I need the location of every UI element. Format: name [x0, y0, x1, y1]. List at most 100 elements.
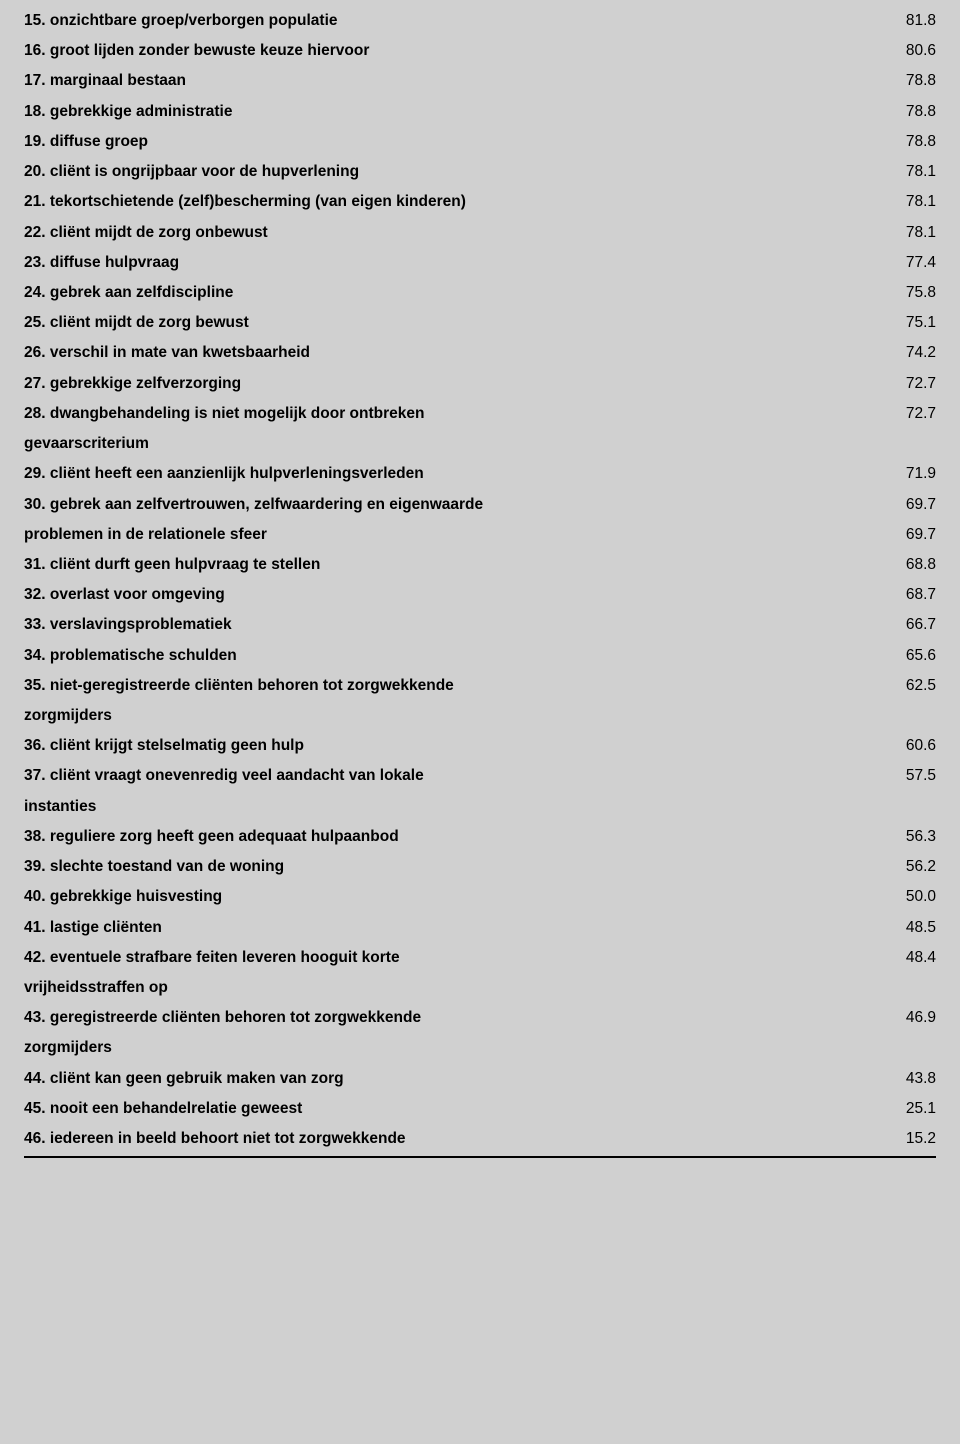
- row-value: 81.8: [853, 6, 936, 36]
- row-value: 78.1: [853, 157, 936, 187]
- row-label: 19. diffuse groep: [24, 127, 853, 157]
- table-row: 16. groot lijden zonder bewuste keuze hi…: [24, 36, 936, 66]
- row-label: 40. gebrekkige huisvesting: [24, 882, 853, 912]
- row-value: 56.2: [853, 852, 936, 882]
- table-bottom-rule: [24, 1156, 936, 1158]
- table-row: 33. verslavingsproblematiek66.7: [24, 610, 936, 640]
- table-row: 38. reguliere zorg heeft geen adequaat h…: [24, 822, 936, 852]
- row-label: 42. eventuele strafbare feiten leveren h…: [24, 943, 853, 973]
- row-value: 60.6: [853, 731, 936, 761]
- table-row: 22. cliënt mijdt de zorg onbewust78.1: [24, 218, 936, 248]
- row-label: 34. problematische schulden: [24, 641, 853, 671]
- row-value: [853, 792, 936, 822]
- row-value: 78.1: [853, 218, 936, 248]
- row-label: 29. cliënt heeft een aanzienlijk hulpver…: [24, 459, 853, 489]
- row-label: zorgmijders: [24, 1033, 853, 1063]
- row-label: gevaarscriterium: [24, 429, 853, 459]
- table-row: 19. diffuse groep78.8: [24, 127, 936, 157]
- table-row: 34. problematische schulden65.6: [24, 641, 936, 671]
- row-label: instanties: [24, 792, 853, 822]
- row-value: 65.6: [853, 641, 936, 671]
- table-row: 21. tekortschietende (zelf)bescherming (…: [24, 187, 936, 217]
- row-label: 37. cliënt vraagt onevenredig veel aanda…: [24, 761, 853, 791]
- row-label: 44. cliënt kan geen gebruik maken van zo…: [24, 1064, 853, 1094]
- row-value: 48.5: [853, 913, 936, 943]
- row-value: 48.4: [853, 943, 936, 973]
- row-value: 56.3: [853, 822, 936, 852]
- row-label: 33. verslavingsproblematiek: [24, 610, 853, 640]
- table-row: 39. slechte toestand van de woning56.2: [24, 852, 936, 882]
- row-value: [853, 429, 936, 459]
- table-row: 23. diffuse hulpvraag77.4: [24, 248, 936, 278]
- table-row: 36. cliënt krijgt stelselmatig geen hulp…: [24, 731, 936, 761]
- table-row: 44. cliënt kan geen gebruik maken van zo…: [24, 1064, 936, 1094]
- row-label: 25. cliënt mijdt de zorg bewust: [24, 308, 853, 338]
- table-row: 20. cliënt is ongrijpbaar voor de hupver…: [24, 157, 936, 187]
- row-label: 35. niet-geregistreerde cliënten behoren…: [24, 671, 853, 701]
- row-value: 71.9: [853, 459, 936, 489]
- row-value: 43.8: [853, 1064, 936, 1094]
- table-row: vrijheidsstraffen op: [24, 973, 936, 1003]
- table-row: 28. dwangbehandeling is niet mogelijk do…: [24, 399, 936, 429]
- row-value: 69.7: [853, 520, 936, 550]
- row-label: 41. lastige cliënten: [24, 913, 853, 943]
- row-value: 75.8: [853, 278, 936, 308]
- table-row: 46. iedereen in beeld behoort niet tot z…: [24, 1124, 936, 1154]
- row-label: 26. verschil in mate van kwetsbaarheid: [24, 338, 853, 368]
- row-value: 66.7: [853, 610, 936, 640]
- row-value: 74.2: [853, 338, 936, 368]
- table-row: 30. gebrek aan zelfvertrouwen, zelfwaard…: [24, 490, 936, 520]
- table-row: 35. niet-geregistreerde cliënten behoren…: [24, 671, 936, 701]
- table-row: 43. geregistreerde cliënten behoren tot …: [24, 1003, 936, 1033]
- table-row: problemen in de relationele sfeer69.7: [24, 520, 936, 550]
- row-label: 43. geregistreerde cliënten behoren tot …: [24, 1003, 853, 1033]
- row-value: [853, 1033, 936, 1063]
- row-value: 68.7: [853, 580, 936, 610]
- row-label: 38. reguliere zorg heeft geen adequaat h…: [24, 822, 853, 852]
- row-label: zorgmijders: [24, 701, 853, 731]
- table-row: 32. overlast voor omgeving68.7: [24, 580, 936, 610]
- row-label: 15. onzichtbare groep/verborgen populati…: [24, 6, 853, 36]
- row-value: 72.7: [853, 369, 936, 399]
- row-value: 80.6: [853, 36, 936, 66]
- row-value: 78.1: [853, 187, 936, 217]
- table-row: gevaarscriterium: [24, 429, 936, 459]
- table-row: 37. cliënt vraagt onevenredig veel aanda…: [24, 761, 936, 791]
- table-row: 31. cliënt durft geen hulpvraag te stell…: [24, 550, 936, 580]
- row-value: 78.8: [853, 97, 936, 127]
- table-container: 15. onzichtbare groep/verborgen populati…: [0, 0, 960, 1164]
- row-value: 15.2: [853, 1124, 936, 1154]
- row-label: problemen in de relationele sfeer: [24, 520, 853, 550]
- table-row: 25. cliënt mijdt de zorg bewust75.1: [24, 308, 936, 338]
- table-row: 27. gebrekkige zelfverzorging72.7: [24, 369, 936, 399]
- table-row: 45. nooit een behandelrelatie geweest25.…: [24, 1094, 936, 1124]
- row-label: 30. gebrek aan zelfvertrouwen, zelfwaard…: [24, 490, 853, 520]
- row-label: 16. groot lijden zonder bewuste keuze hi…: [24, 36, 853, 66]
- table-row: 17. marginaal bestaan78.8: [24, 66, 936, 96]
- row-label: 27. gebrekkige zelfverzorging: [24, 369, 853, 399]
- row-value: 57.5: [853, 761, 936, 791]
- row-value: [853, 701, 936, 731]
- row-label: 45. nooit een behandelrelatie geweest: [24, 1094, 853, 1124]
- row-value: [853, 973, 936, 1003]
- row-value: 72.7: [853, 399, 936, 429]
- row-value: 25.1: [853, 1094, 936, 1124]
- row-label: 23. diffuse hulpvraag: [24, 248, 853, 278]
- table-row: instanties: [24, 792, 936, 822]
- table-row: 41. lastige cliënten48.5: [24, 913, 936, 943]
- row-label: 18. gebrekkige administratie: [24, 97, 853, 127]
- row-label: 28. dwangbehandeling is niet mogelijk do…: [24, 399, 853, 429]
- row-label: 36. cliënt krijgt stelselmatig geen hulp: [24, 731, 853, 761]
- table-row: zorgmijders: [24, 1033, 936, 1063]
- row-value: 62.5: [853, 671, 936, 701]
- data-table: 15. onzichtbare groep/verborgen populati…: [24, 6, 936, 1154]
- row-value: 78.8: [853, 66, 936, 96]
- row-label: 22. cliënt mijdt de zorg onbewust: [24, 218, 853, 248]
- row-label: 20. cliënt is ongrijpbaar voor de hupver…: [24, 157, 853, 187]
- row-value: 46.9: [853, 1003, 936, 1033]
- row-label: 24. gebrek aan zelfdiscipline: [24, 278, 853, 308]
- table-body: 15. onzichtbare groep/verborgen populati…: [24, 6, 936, 1154]
- row-label: 46. iedereen in beeld behoort niet tot z…: [24, 1124, 853, 1154]
- table-row: 15. onzichtbare groep/verborgen populati…: [24, 6, 936, 36]
- table-row: 26. verschil in mate van kwetsbaarheid74…: [24, 338, 936, 368]
